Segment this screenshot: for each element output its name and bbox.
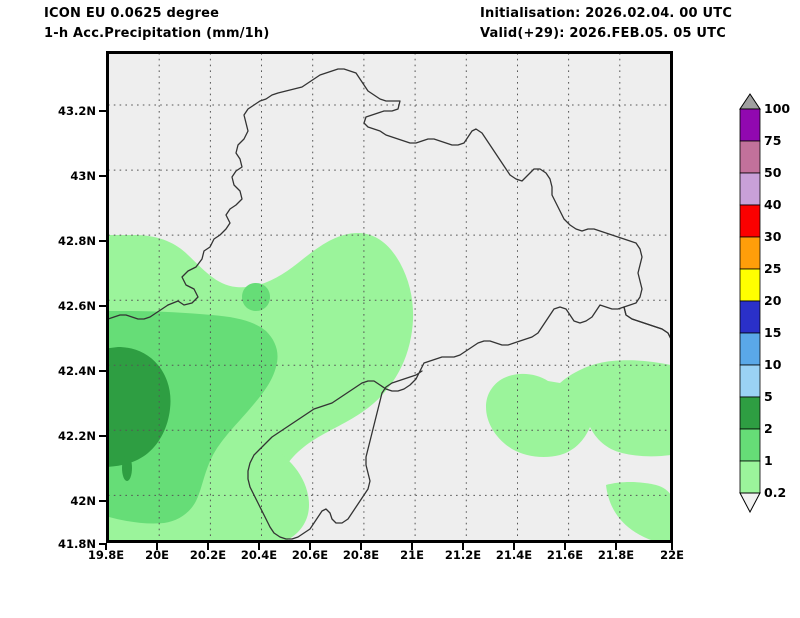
- ytick-mark-42: [99, 500, 107, 502]
- xtick-label-22: 22E: [660, 548, 684, 562]
- xtick-mark-21p6: [564, 543, 566, 550]
- colorbar-label-20: 20: [764, 293, 782, 308]
- xtick-mark-21p8: [615, 543, 617, 550]
- xtick-label-21p2: 21.2E: [444, 548, 482, 562]
- country-border-west-link: [108, 304, 169, 320]
- colorbar-band-0p2-1: [739, 460, 761, 494]
- colorbar: [738, 93, 762, 513]
- xtick-label-20p6: 20.6E: [291, 548, 329, 562]
- xtick-mark-19p8: [105, 543, 107, 550]
- colorbar-label-0p2: 0.2: [764, 485, 787, 500]
- ytick-label-42p2: 42.2N: [58, 429, 96, 443]
- ytick-label-42p8: 42.8N: [58, 234, 96, 248]
- colorbar-label-25: 25: [764, 261, 782, 276]
- precip-blob-border: [242, 283, 270, 311]
- country-border-east-south: [247, 304, 671, 540]
- plot-frame: [108, 53, 671, 541]
- xtick-mark-21p2: [462, 543, 464, 550]
- colorbar-label-5: 5: [764, 389, 773, 404]
- colorbar-label-15: 15: [764, 325, 782, 340]
- map-canvas: [108, 53, 671, 541]
- precip-region-light-southeast-upper: [486, 360, 671, 457]
- xtick-label-20: 20E: [145, 548, 169, 562]
- precip-patch-isolated: [122, 455, 132, 481]
- colorbar-band-50-75: [739, 140, 761, 174]
- precip-region-light-southeast-lower: [606, 482, 671, 541]
- initialisation-label: Initialisation: 2026.02.04. 00 UTC: [480, 6, 733, 21]
- xtick-mark-21: [411, 543, 413, 550]
- xtick-mark-21p4: [513, 543, 515, 550]
- xtick-label-19p8: 19.8E: [87, 548, 125, 562]
- map-plot-area: [106, 51, 673, 543]
- xtick-mark-20p2: [207, 543, 209, 550]
- ytick-mark-43: [99, 175, 107, 177]
- colorbar-band-30-40: [739, 204, 761, 238]
- colorbar-under-arrow: [739, 492, 761, 513]
- field-name-label: 1-h Acc.Precipitation (mm/1h): [44, 26, 270, 41]
- xtick-mark-20p4: [258, 543, 260, 550]
- colorbar-canvas: [739, 93, 761, 513]
- colorbar-band-25-30: [739, 236, 761, 270]
- ytick-mark-42p8: [99, 240, 107, 242]
- colorbar-band-1-2: [739, 428, 761, 462]
- precip-region-strong-west: [108, 347, 171, 467]
- country-border-outline: [167, 68, 671, 340]
- ytick-label-42: 42N: [70, 494, 96, 508]
- colorbar-band-2-5: [739, 396, 761, 430]
- model-name-label: ICON EU 0.0625 degree: [44, 6, 220, 21]
- colorbar-label-100: 100: [764, 101, 791, 116]
- ytick-mark-41p8: [99, 543, 107, 545]
- colorbar-band-5-10: [739, 364, 761, 398]
- ytick-mark-42p2: [99, 435, 107, 437]
- xtick-label-20p8: 20.8E: [342, 548, 380, 562]
- ytick-label-42p4: 42.4N: [58, 364, 96, 378]
- colorbar-label-30: 30: [764, 229, 782, 244]
- xtick-mark-20p8: [360, 543, 362, 550]
- colorbar-band-15-20: [739, 300, 761, 334]
- ytick-mark-42p4: [99, 370, 107, 372]
- colorbar-band-20-25: [739, 268, 761, 302]
- colorbar-label-2: 2: [764, 421, 773, 436]
- xtick-label-21p6: 21.6E: [546, 548, 584, 562]
- xtick-label-21p4: 21.4E: [495, 548, 533, 562]
- xtick-label-21: 21E: [400, 548, 424, 562]
- colorbar-over-arrow: [739, 93, 761, 110]
- xtick-label-20p4: 20.4E: [240, 548, 278, 562]
- colorbar-label-1: 1: [764, 453, 773, 468]
- xtick-mark-22: [671, 543, 673, 550]
- valid-time-label: Valid(+29): 2026.FEB.05. 05 UTC: [480, 26, 726, 41]
- ytick-mark-42p6: [99, 305, 107, 307]
- colorbar-band-75-100: [739, 108, 761, 142]
- colorbar-label-40: 40: [764, 197, 782, 212]
- colorbar-band-10-15: [739, 332, 761, 366]
- ytick-label-42p6: 42.6N: [58, 299, 96, 313]
- xtick-mark-20: [156, 543, 158, 550]
- colorbar-band-40-50: [739, 172, 761, 206]
- colorbar-label-75: 75: [764, 133, 782, 148]
- xtick-mark-20p6: [309, 543, 311, 550]
- ytick-label-41p8: 41.8N: [58, 537, 96, 551]
- colorbar-label-10: 10: [764, 357, 782, 372]
- ytick-mark-43p2: [99, 110, 107, 112]
- xtick-label-20p2: 20.2E: [189, 548, 227, 562]
- gridlines: [108, 53, 671, 541]
- ytick-label-43p2: 43.2N: [58, 104, 96, 118]
- colorbar-label-50: 50: [764, 165, 782, 180]
- ytick-label-43: 43N: [70, 169, 96, 183]
- xtick-label-21p8: 21.8E: [597, 548, 635, 562]
